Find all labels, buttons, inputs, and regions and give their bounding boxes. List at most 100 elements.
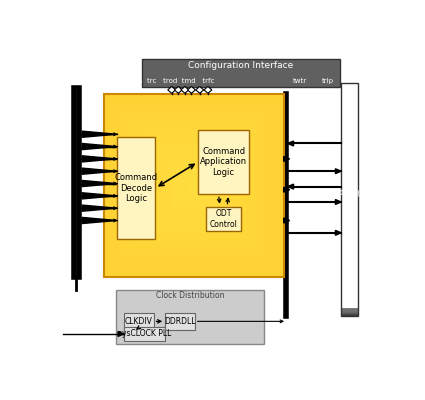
Bar — [341, 310, 358, 314]
FancyArrowPatch shape — [87, 219, 114, 222]
Bar — [341, 311, 358, 315]
Bar — [341, 308, 358, 312]
Polygon shape — [82, 144, 116, 150]
Bar — [341, 308, 358, 312]
Polygon shape — [204, 86, 212, 93]
Bar — [341, 308, 358, 312]
FancyBboxPatch shape — [198, 130, 249, 194]
Bar — [341, 309, 358, 313]
Bar — [341, 309, 358, 312]
Bar — [341, 311, 358, 315]
Bar — [341, 311, 358, 315]
Text: DDRDLL: DDRDLL — [164, 317, 196, 326]
Bar — [341, 312, 358, 315]
Bar — [341, 310, 358, 314]
Bar — [341, 309, 358, 313]
FancyArrowPatch shape — [113, 145, 117, 148]
Bar — [341, 309, 358, 313]
Polygon shape — [82, 131, 116, 137]
FancyArrowPatch shape — [113, 170, 117, 172]
Polygon shape — [335, 200, 341, 204]
Bar — [341, 308, 358, 312]
Bar — [341, 310, 358, 314]
FancyArrowPatch shape — [87, 158, 114, 160]
FancyArrowPatch shape — [113, 158, 117, 160]
Bar — [341, 308, 358, 312]
Bar — [341, 309, 358, 313]
Text: tras  trc   trod  tmd   trfc: tras trc trod tmd trfc — [129, 78, 214, 84]
Polygon shape — [118, 332, 124, 336]
Polygon shape — [181, 86, 189, 93]
FancyArrowPatch shape — [113, 133, 117, 136]
Text: trip: trip — [322, 78, 334, 84]
Bar — [341, 310, 358, 314]
Bar — [341, 309, 358, 313]
Bar — [341, 310, 358, 314]
Bar — [341, 310, 358, 314]
FancyArrowPatch shape — [198, 320, 283, 323]
Bar — [341, 311, 358, 315]
Polygon shape — [174, 86, 182, 93]
Polygon shape — [288, 184, 294, 189]
FancyArrowPatch shape — [87, 145, 114, 148]
FancyBboxPatch shape — [206, 207, 241, 231]
FancyArrowPatch shape — [87, 207, 114, 210]
Text: sysCLOCK PLL: sysCLOCK PLL — [118, 330, 171, 338]
Bar — [341, 311, 358, 315]
FancyArrowPatch shape — [218, 197, 221, 202]
Bar — [341, 309, 358, 313]
Polygon shape — [82, 193, 116, 199]
Bar — [341, 311, 358, 315]
Text: Configuration Interface: Configuration Interface — [188, 61, 294, 70]
Bar — [341, 312, 358, 316]
Bar — [341, 310, 358, 313]
FancyBboxPatch shape — [124, 327, 165, 341]
Bar — [341, 309, 358, 313]
FancyBboxPatch shape — [117, 137, 155, 239]
Polygon shape — [82, 218, 116, 224]
Polygon shape — [288, 141, 294, 146]
FancyBboxPatch shape — [124, 313, 153, 330]
Polygon shape — [284, 218, 289, 223]
FancyArrowPatch shape — [156, 320, 161, 323]
Bar — [341, 311, 358, 315]
Bar — [341, 310, 358, 314]
Polygon shape — [187, 86, 196, 93]
Bar — [341, 310, 358, 314]
Bar — [341, 309, 358, 313]
Polygon shape — [82, 168, 116, 174]
FancyArrowPatch shape — [159, 164, 194, 186]
FancyBboxPatch shape — [116, 290, 264, 344]
FancyArrowPatch shape — [87, 194, 114, 197]
Bar — [341, 310, 358, 314]
FancyArrowPatch shape — [113, 207, 117, 210]
Bar — [341, 310, 358, 314]
Text: CLKDIV: CLKDIV — [125, 317, 153, 326]
FancyArrowPatch shape — [113, 219, 117, 222]
Bar — [341, 311, 358, 314]
Bar — [341, 309, 358, 313]
Bar — [341, 308, 358, 312]
Text: LPDDR3
PHY: LPDDR3 PHY — [334, 190, 365, 209]
FancyArrowPatch shape — [87, 133, 114, 136]
Polygon shape — [335, 169, 341, 174]
Bar — [341, 312, 358, 316]
Bar — [341, 312, 358, 316]
Bar — [341, 312, 358, 316]
FancyArrowPatch shape — [226, 198, 230, 204]
Bar — [341, 312, 358, 316]
Text: twtr: twtr — [293, 78, 307, 84]
Bar — [341, 311, 358, 315]
FancyArrowPatch shape — [113, 194, 117, 197]
Bar — [341, 312, 358, 316]
Bar — [341, 310, 358, 313]
Bar — [341, 309, 358, 313]
Polygon shape — [82, 156, 116, 162]
Bar — [341, 310, 358, 314]
FancyBboxPatch shape — [142, 59, 340, 86]
FancyArrowPatch shape — [113, 182, 117, 185]
Text: ODT
Control: ODT Control — [210, 209, 238, 229]
Polygon shape — [82, 205, 116, 211]
Polygon shape — [284, 156, 289, 161]
Bar — [341, 310, 358, 314]
